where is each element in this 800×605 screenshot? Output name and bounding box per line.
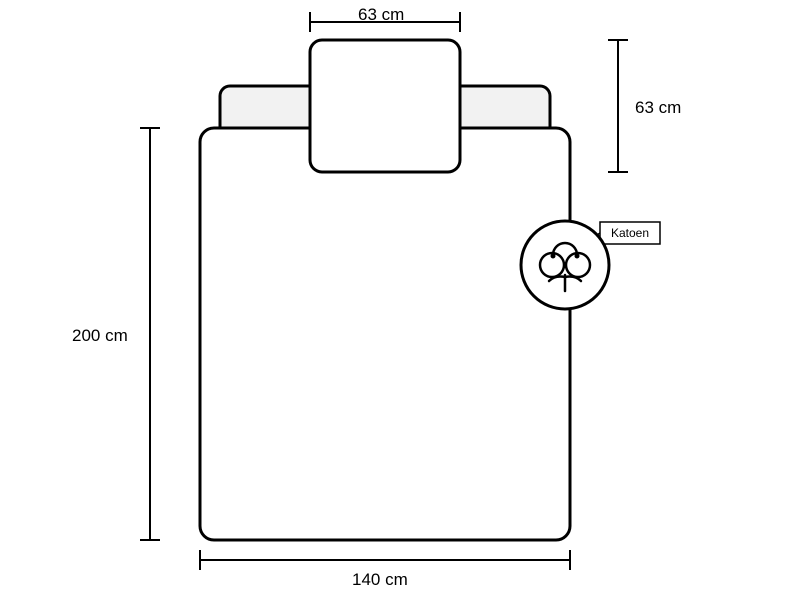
material-label: Katoen [611, 226, 649, 240]
pillow-height-label: 63 cm [635, 98, 681, 118]
pillow-width-label: 63 cm [358, 5, 404, 25]
material-badge: Katoen [521, 221, 660, 309]
duvet-width-label: 140 cm [352, 570, 408, 590]
pillow [310, 40, 460, 172]
dim-pillow-height [608, 40, 628, 172]
duvet-height-label: 200 cm [72, 326, 128, 346]
dim-duvet-height [140, 128, 160, 540]
dim-duvet-width [200, 550, 570, 570]
diagram-svg: Katoen [0, 0, 800, 600]
bedding-dimension-diagram: Katoen 63 cm 63 cm 200 cm 140 cm [0, 0, 800, 600]
duvet-cover [200, 128, 570, 540]
